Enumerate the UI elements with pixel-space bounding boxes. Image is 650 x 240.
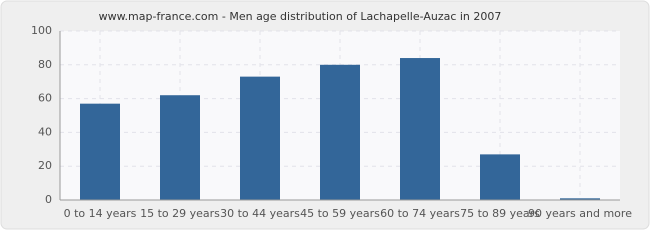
y-tick-label: 60: [38, 92, 52, 105]
chart: www.map-france.com - Men age distributio…: [0, 0, 650, 230]
y-tick-label: 80: [38, 58, 52, 71]
y-tick-label: 20: [38, 159, 52, 172]
bar: [560, 198, 600, 200]
x-tick-label: 45 to 59 years: [300, 207, 380, 220]
y-tick-label: 0: [45, 193, 52, 206]
x-tick-label: 60 to 74 years: [380, 207, 460, 220]
x-tick-label: 0 to 14 years: [64, 207, 137, 220]
x-tick-label: 15 to 29 years: [140, 207, 220, 220]
bar: [320, 64, 360, 200]
bar: [240, 76, 280, 200]
x-tick-label: 90 years and more: [528, 207, 632, 220]
y-tick-label: 100: [31, 24, 52, 37]
y-tick-label: 40: [38, 125, 52, 138]
bar: [400, 58, 440, 200]
x-tick-label: 75 to 89 years: [460, 207, 540, 220]
x-tick-label: 30 to 44 years: [220, 207, 300, 220]
bar: [80, 103, 120, 200]
bar: [160, 95, 200, 200]
bar: [480, 154, 520, 200]
chart-title: www.map-france.com - Men age distributio…: [99, 10, 502, 23]
